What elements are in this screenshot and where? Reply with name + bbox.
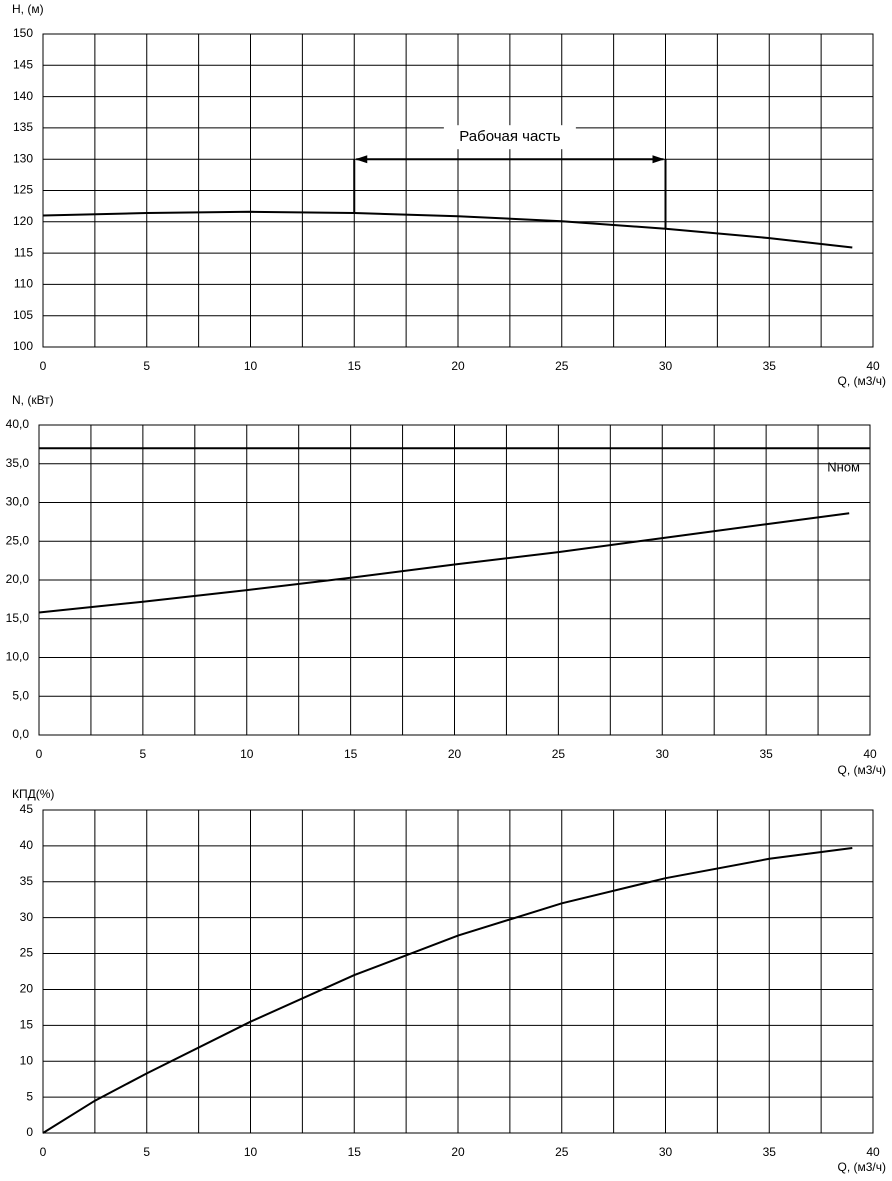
x-tick-label: 40: [866, 359, 880, 373]
x-tick-label: 5: [143, 359, 150, 373]
y-axis-label: N, (кВт): [12, 393, 54, 407]
x-tick-label: 35: [759, 747, 773, 761]
y-axis-label: КПД(%): [12, 787, 54, 801]
reference-label: Nном: [827, 460, 860, 475]
x-tick-label: 15: [348, 359, 362, 373]
y-tick-label: 140: [13, 89, 33, 103]
y-tick-label: 30: [20, 910, 34, 924]
y-tick-label: 125: [13, 183, 33, 197]
y-tick-label: 20,0: [6, 572, 30, 586]
plot-border: [42, 33, 874, 348]
x-tick-label: 25: [555, 359, 569, 373]
x-tick-label: 0: [40, 359, 47, 373]
x-tick-label: 25: [555, 1145, 569, 1159]
y-tick-label: 10,0: [6, 650, 30, 664]
y-tick-label: 35,0: [6, 456, 30, 470]
x-tick-label: 5: [143, 1145, 150, 1159]
y-tick-label: 45: [20, 802, 34, 816]
y-tick-label: 10: [20, 1053, 34, 1067]
x-tick-label: 10: [244, 359, 258, 373]
y-tick-label: 15: [20, 1018, 34, 1032]
y-tick-label: 0,0: [12, 727, 29, 741]
y-tick-label: 5,0: [12, 688, 29, 702]
x-tick-label: 20: [451, 359, 465, 373]
y-tick-label: 150: [13, 26, 33, 40]
data-line: [42, 847, 853, 1134]
y-tick-label: 100: [13, 339, 33, 353]
x-tick-label: 5: [140, 747, 147, 761]
x-tick-label: 35: [763, 359, 777, 373]
y-tick-label: 135: [13, 120, 33, 134]
y-tick-label: 25: [20, 946, 34, 960]
plot-border: [38, 424, 871, 736]
x-tick-label: 10: [240, 747, 254, 761]
x-tick-label: 0: [40, 1145, 47, 1159]
x-tick-label: 30: [659, 1145, 673, 1159]
y-tick-label: 110: [14, 277, 33, 291]
x-tick-label: 25: [552, 747, 566, 761]
arrow-head: [355, 155, 368, 164]
x-axis-label: Q, (м3/ч): [837, 763, 886, 777]
x-tick-label: 20: [451, 1145, 465, 1159]
x-tick-label: 20: [448, 747, 462, 761]
y-tick-label: 25,0: [6, 533, 30, 547]
y-tick-label: 145: [13, 57, 33, 71]
data-line: [38, 512, 850, 614]
y-tick-label: 40: [20, 838, 34, 852]
x-tick-label: 10: [244, 1145, 258, 1159]
annotation-text: Рабочая часть: [459, 128, 560, 145]
y-tick-label: 15,0: [6, 611, 30, 625]
y-tick-label: 30,0: [6, 495, 30, 509]
x-tick-label: 0: [36, 747, 43, 761]
arrow-head: [652, 155, 665, 164]
y-tick-label: 115: [14, 245, 33, 259]
x-tick-label: 35: [763, 1145, 777, 1159]
y-tick-label: 0: [26, 1125, 33, 1139]
y-tick-label: 40,0: [6, 417, 30, 431]
y-tick-label: 20: [20, 982, 34, 996]
plot-border: [42, 809, 874, 1134]
x-axis-label: Q, (м3/ч): [837, 374, 886, 388]
x-tick-label: 30: [659, 359, 673, 373]
x-tick-label: 40: [863, 747, 877, 761]
x-tick-label: 30: [656, 747, 670, 761]
x-tick-label: 15: [344, 747, 358, 761]
y-tick-label: 35: [20, 874, 34, 888]
y-tick-label: 5: [26, 1089, 33, 1103]
x-tick-label: 15: [348, 1145, 362, 1159]
y-tick-label: 120: [13, 214, 33, 228]
annotation-bg: [443, 125, 576, 150]
x-tick-label: 40: [866, 1145, 880, 1159]
y-tick-label: 105: [13, 308, 33, 322]
data-line: [42, 210, 853, 249]
y-tick-label: 130: [13, 151, 33, 165]
y-axis-label: H, (м): [12, 2, 44, 16]
x-axis-label: Q, (м3/ч): [837, 1160, 886, 1174]
